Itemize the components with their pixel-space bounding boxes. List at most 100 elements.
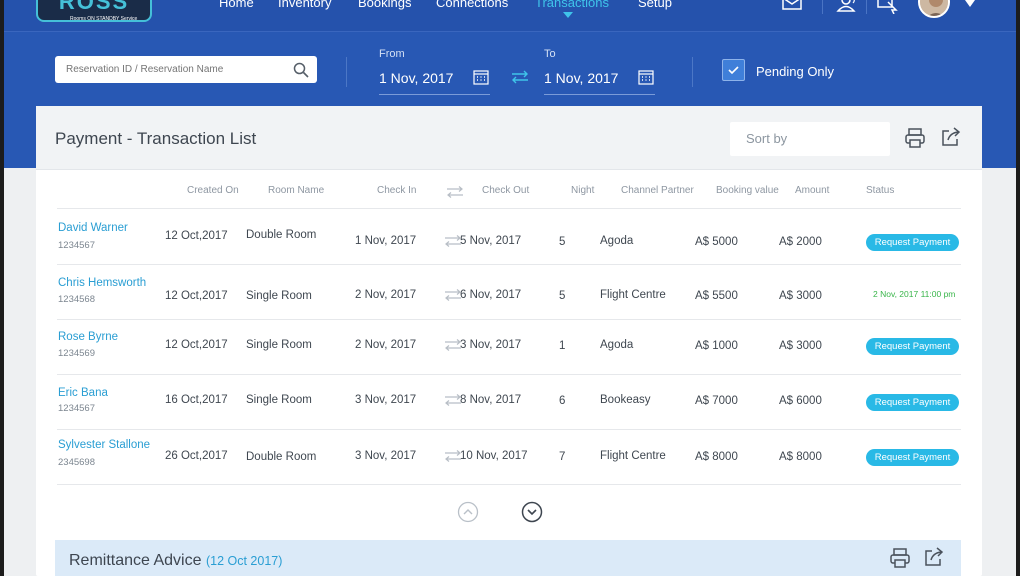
pending-only-checkbox[interactable]: [722, 59, 745, 81]
user-menu-caret[interactable]: [965, 0, 975, 7]
print-icon[interactable]: [904, 127, 926, 149]
check-in-date: 2 Nov, 2017: [355, 289, 417, 301]
channel-partner: Flight Centre: [600, 450, 666, 462]
nav-inventory[interactable]: Inventory: [278, 0, 332, 10]
room-name: Double Room: [246, 451, 317, 463]
guest-name-link[interactable]: Eric Bana: [58, 387, 108, 399]
request-payment-button[interactable]: Request Payment: [866, 338, 959, 355]
filter-divider: [346, 57, 347, 87]
logo-tagline: Rooms ON STANDBY Service: [70, 16, 138, 22]
table-row[interactable]: Eric Bana 1234567 16 Oct,2017 Single Roo…: [57, 375, 961, 430]
nights: 1: [559, 340, 566, 352]
guest-name-link[interactable]: Rose Byrne: [58, 331, 119, 343]
from-label: From: [379, 48, 405, 60]
search-icon[interactable]: [293, 62, 309, 78]
channel-partner: Agoda: [600, 339, 634, 351]
check-out-date: 3 Nov, 2017: [460, 339, 522, 351]
guest-name-link[interactable]: David Warner: [58, 222, 128, 234]
remittance-heading: Remittance Advice: [69, 552, 202, 569]
from-date-field[interactable]: 1 Nov, 2017: [379, 66, 490, 95]
page-title: Payment - Transaction List: [55, 129, 257, 148]
room-name: Single Room: [246, 290, 312, 302]
check-in-date: 3 Nov, 2017: [355, 450, 417, 462]
user-avatar[interactable]: [918, 0, 950, 18]
to-date-field[interactable]: 1 Nov, 2017: [544, 66, 655, 95]
check-icon: [728, 66, 739, 75]
share-icon[interactable]: [923, 546, 945, 568]
swap-arrows-icon: [445, 339, 461, 351]
sort-dropdown[interactable]: Sort by: [730, 122, 890, 156]
app-window: ROSS Rooms ON STANDBY Service Home Inven…: [4, 0, 1016, 576]
amount: A$ 8000: [779, 451, 822, 463]
check-in-date: 1 Nov, 2017: [355, 235, 417, 247]
created-on: 12 Oct,2017: [165, 339, 228, 351]
check-in-date: 2 Nov, 2017: [355, 339, 417, 351]
remittance-advice-panel[interactable]: Remittance Advice (12 Oct 2017): [55, 540, 961, 576]
created-on: 16 Oct,2017: [165, 394, 228, 406]
table-row[interactable]: Sylvester Stallone 2345698 26 Oct,2017 D…: [57, 430, 961, 485]
users-icon[interactable]: [836, 0, 860, 14]
reservation-id: 1234567: [58, 240, 95, 251]
mail-icon[interactable]: [780, 0, 804, 14]
pending-only-label: Pending Only: [756, 64, 835, 79]
swap-arrows-icon: [445, 289, 461, 301]
guest-name-link[interactable]: Sylvester Stallone: [58, 439, 151, 451]
table-row[interactable]: Chris Hemsworth 1234568 12 Oct,2017 Sing…: [57, 265, 961, 320]
column-header-room-name[interactable]: Room Name: [268, 185, 325, 196]
filter-divider: [692, 57, 693, 87]
guest-name-link[interactable]: Chris Hemsworth: [58, 277, 147, 289]
room-name: Single Room: [246, 394, 312, 406]
check-out-date: 5 Nov, 2017: [460, 235, 522, 247]
request-payment-button[interactable]: Request Payment: [866, 449, 959, 466]
chevron-down-icon[interactable]: [521, 501, 543, 523]
swap-arrows-icon: [512, 70, 528, 84]
brand-logo[interactable]: ROSS: [36, 0, 152, 22]
pointer-icon[interactable]: [876, 0, 900, 14]
table-row[interactable]: Rose Byrne 1234569 12 Oct,2017 Single Ro…: [57, 320, 961, 375]
calendar-icon[interactable]: [638, 69, 654, 85]
column-header-check-in[interactable]: Check In: [377, 185, 417, 196]
check-out-date: 8 Nov, 2017: [460, 394, 522, 406]
nights: 6: [559, 395, 566, 407]
column-header-night[interactable]: Night: [571, 185, 595, 196]
created-on: 12 Oct,2017: [165, 230, 228, 242]
created-on: 26 Oct,2017: [165, 450, 228, 462]
print-icon[interactable]: [889, 547, 911, 569]
nav-setup[interactable]: Setup: [638, 0, 672, 10]
nav-connections[interactable]: Connections: [436, 0, 509, 10]
share-icon[interactable]: [940, 126, 962, 148]
table-row[interactable]: David Warner 1234567 12 Oct,2017 Double …: [57, 210, 961, 265]
column-header-booking-value[interactable]: Booking value: [716, 185, 779, 196]
column-header-amount[interactable]: Amount: [795, 185, 830, 196]
created-on: 12 Oct,2017: [165, 290, 228, 302]
check-out-date: 6 Nov, 2017: [460, 289, 522, 301]
top-navigation-bar: ROSS Rooms ON STANDBY Service Home Inven…: [4, 0, 1016, 32]
booking-value: A$ 8000: [695, 451, 738, 463]
amount: A$ 2000: [779, 236, 822, 248]
nights: 7: [559, 451, 566, 463]
chevron-up-icon[interactable]: [457, 501, 479, 523]
nav-bookings[interactable]: Bookings: [358, 0, 412, 10]
calendar-icon[interactable]: [473, 69, 489, 85]
channel-partner: Flight Centre: [600, 289, 666, 301]
request-payment-button[interactable]: Request Payment: [866, 394, 959, 411]
search-input[interactable]: [55, 56, 289, 83]
column-header-created-on[interactable]: Created On: [187, 185, 239, 196]
nav-transactions[interactable]: Transactions: [535, 0, 609, 10]
column-header-channel-partner[interactable]: Channel Partner: [621, 185, 694, 196]
booking-value: A$ 5000: [695, 236, 738, 248]
nav-home[interactable]: Home: [219, 0, 254, 10]
from-date-value: 1 Nov, 2017: [379, 70, 454, 86]
nights: 5: [559, 290, 566, 302]
amount: A$ 6000: [779, 395, 822, 407]
table-header-divider: [57, 208, 961, 209]
check-out-date: 10 Nov, 2017: [460, 450, 528, 462]
column-header-status[interactable]: Status: [866, 185, 895, 196]
column-header-check-out[interactable]: Check Out: [482, 185, 530, 196]
booking-value: A$ 7000: [695, 395, 738, 407]
search-box: [55, 56, 317, 83]
request-payment-button[interactable]: Request Payment: [866, 234, 959, 251]
swap-arrows-icon: [445, 394, 461, 406]
swap-arrows-icon: [445, 450, 461, 462]
payment-status-timestamp: 2 Nov, 2017 11:00 pm: [873, 289, 956, 299]
